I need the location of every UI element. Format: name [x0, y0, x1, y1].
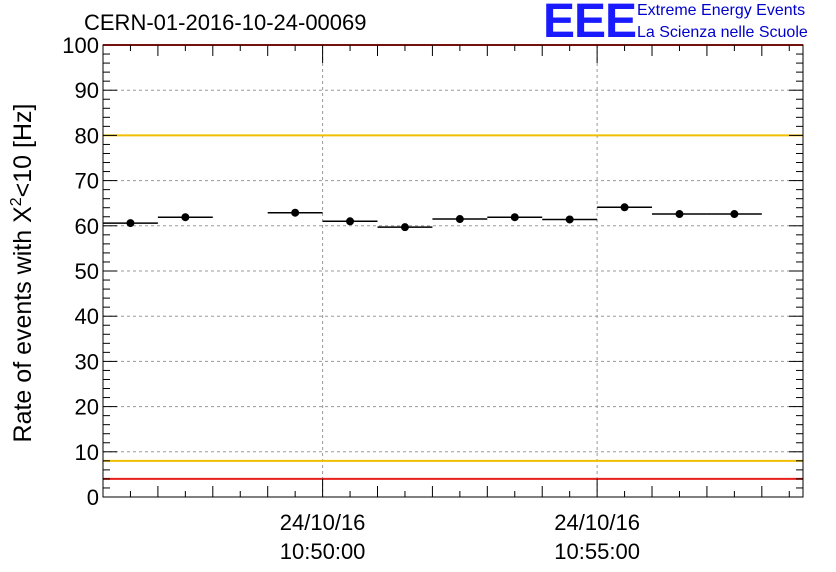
- y-axis-label-main: Rate of events with X: [9, 206, 37, 443]
- data-point: [181, 213, 190, 222]
- y-tick-label: 50: [75, 259, 99, 284]
- x-tick-label-time: 10:50:00: [280, 539, 366, 564]
- y-tick-label: 40: [75, 304, 99, 329]
- y-tick-label: 30: [75, 349, 99, 374]
- y-axis-label-superscript: 2: [8, 197, 25, 206]
- axis-ticks: [102, 44, 803, 498]
- y-tick-label: 90: [75, 78, 99, 103]
- axis-labels: 0 10 20 30 40 50 60 70 80 90 100 24/10/16 10:50:00 24…: [62, 33, 640, 564]
- eee-logo: EEE Extreme Energy Events La Scienza nel…: [543, 0, 833, 46]
- y-tick-label: 0: [87, 485, 99, 510]
- x-tick-label-date: 24/10/16: [554, 510, 640, 535]
- logo-line-1: Extreme Energy Events: [637, 2, 806, 19]
- x-tick-label-time: 10:55:00: [554, 539, 640, 564]
- data-point: [620, 203, 629, 212]
- data-point: [291, 208, 300, 217]
- plot-title: CERN-01-2016-10-24-00069: [84, 10, 367, 35]
- y-tick-label: 20: [75, 395, 99, 420]
- y-tick-label: 100: [62, 33, 99, 58]
- y-axis-label-tail: <10 [Hz]: [9, 104, 37, 198]
- y-tick-label: 10: [75, 440, 99, 465]
- data-point: [730, 210, 739, 219]
- y-tick-label: 70: [75, 169, 99, 194]
- data-point: [126, 219, 135, 228]
- data-point: [346, 217, 355, 226]
- data-point: [565, 215, 574, 224]
- reference-lines: [103, 44, 803, 480]
- data-points: [103, 203, 762, 232]
- x-tick-label-date: 24/10/16: [280, 510, 366, 535]
- y-tick-label: 60: [75, 214, 99, 239]
- y-tick-label: 80: [75, 123, 99, 148]
- data-point: [510, 213, 519, 222]
- grid-lines: [103, 45, 803, 497]
- logo-line-2: La Scienza nelle Scuole: [637, 24, 808, 41]
- eee-logo-mark: EEE: [543, 0, 637, 48]
- data-point: [455, 215, 464, 224]
- y-axis-label: Rate of events with X2<10 [Hz]: [8, 104, 37, 443]
- data-point: [400, 223, 409, 232]
- data-point: [675, 210, 684, 219]
